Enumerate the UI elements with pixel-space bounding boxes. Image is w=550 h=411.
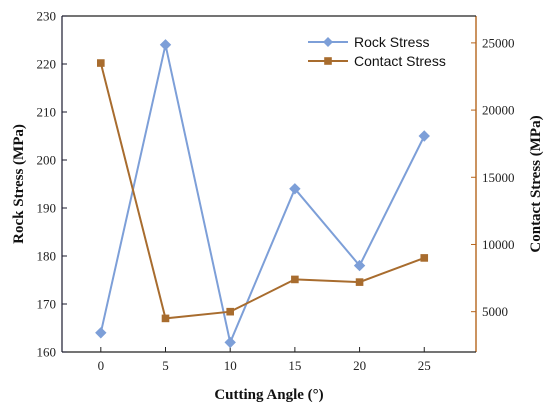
left-tick-label: 210 bbox=[37, 105, 57, 120]
axes-layer: 1601701801902002102202305000100001500020… bbox=[11, 9, 544, 404]
x-tick-label: 20 bbox=[353, 358, 366, 373]
series-0-point bbox=[353, 259, 366, 272]
series-0-point bbox=[159, 39, 172, 51]
series-0-point bbox=[224, 336, 236, 349]
x-axis-title: Cutting Angle (°) bbox=[214, 387, 323, 403]
series-line-1 bbox=[99, 62, 425, 320]
series-1-point bbox=[161, 314, 170, 323]
right-tick-label: 10000 bbox=[482, 237, 515, 252]
right-axis-title: Contact Stress (MPa) bbox=[528, 115, 544, 252]
x-tick-label: 0 bbox=[98, 358, 105, 373]
right-tick-label: 25000 bbox=[482, 35, 515, 50]
series-0-point bbox=[95, 327, 107, 339]
series-layer bbox=[95, 39, 430, 349]
left-tick-label: 220 bbox=[37, 57, 57, 72]
left-tick-label: 200 bbox=[37, 153, 57, 168]
legend-swatch-marker bbox=[324, 57, 332, 65]
x-tick-label: 10 bbox=[224, 358, 237, 373]
x-tick-label: 5 bbox=[162, 358, 169, 373]
legend-entry-label: Contact Stress bbox=[354, 53, 446, 69]
series-0-point bbox=[289, 183, 301, 195]
series-1-point bbox=[291, 275, 299, 284]
x-tick-label: 25 bbox=[418, 358, 431, 373]
right-tick-label: 20000 bbox=[482, 103, 515, 118]
left-axis-title: Rock Stress (MPa) bbox=[11, 124, 27, 244]
legend: Rock Stress Contact Stress bbox=[308, 34, 446, 69]
legend-entry-label: Rock Stress bbox=[354, 34, 429, 50]
x-tick-label: 15 bbox=[288, 358, 301, 373]
series-1-point bbox=[420, 254, 429, 262]
left-tick-label: 170 bbox=[37, 297, 57, 312]
series-1-point bbox=[97, 59, 105, 67]
series-1-point bbox=[355, 278, 364, 286]
left-tick-label: 230 bbox=[37, 9, 57, 24]
left-tick-label: 160 bbox=[37, 345, 57, 360]
left-tick-label: 180 bbox=[37, 249, 57, 264]
series-1-point bbox=[226, 307, 234, 316]
legend-swatch-marker bbox=[323, 37, 333, 47]
right-tick-label: 15000 bbox=[482, 170, 515, 185]
left-tick-label: 190 bbox=[37, 201, 57, 216]
series-line-0 bbox=[99, 44, 426, 346]
right-tick-label: 5000 bbox=[482, 304, 508, 319]
series-0-point bbox=[418, 130, 430, 142]
